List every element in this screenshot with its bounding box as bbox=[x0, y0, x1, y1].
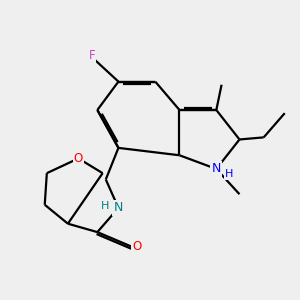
Text: O: O bbox=[74, 152, 83, 165]
Text: N: N bbox=[114, 201, 123, 214]
Text: N: N bbox=[212, 162, 221, 176]
Text: H: H bbox=[101, 201, 110, 212]
Text: H: H bbox=[225, 169, 233, 179]
Text: F: F bbox=[89, 50, 95, 62]
Text: O: O bbox=[132, 240, 141, 253]
